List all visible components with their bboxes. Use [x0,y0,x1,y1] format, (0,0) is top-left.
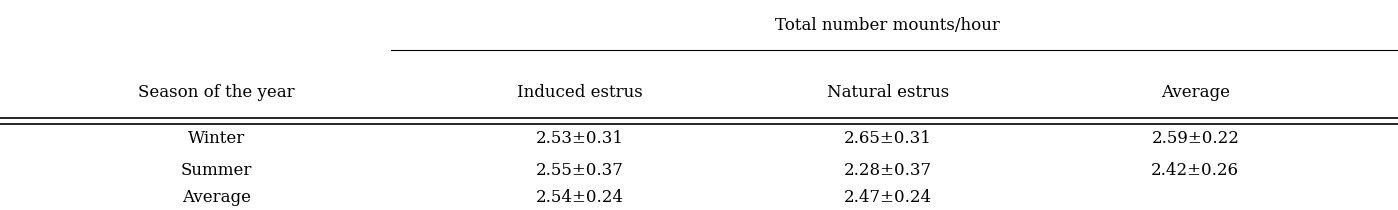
Text: Average: Average [1160,84,1230,101]
Text: Average: Average [182,189,252,206]
Text: 2.54±0.24: 2.54±0.24 [537,189,624,206]
Text: 2.55±0.37: 2.55±0.37 [537,162,624,178]
Text: Natural estrus: Natural estrus [826,84,949,101]
Text: Total number mounts/hour: Total number mounts/hour [776,17,1000,34]
Text: Summer: Summer [180,162,253,178]
Text: 2.28±0.37: 2.28±0.37 [843,162,932,178]
Text: 2.59±0.22: 2.59±0.22 [1152,130,1239,147]
Text: Induced estrus: Induced estrus [517,84,643,101]
Text: 2.47±0.24: 2.47±0.24 [843,189,932,206]
Text: 2.53±0.31: 2.53±0.31 [537,130,624,147]
Text: Season of the year: Season of the year [138,84,295,101]
Text: 2.65±0.31: 2.65±0.31 [844,130,931,147]
Text: Winter: Winter [189,130,245,147]
Text: 2.42±0.26: 2.42±0.26 [1152,162,1239,178]
